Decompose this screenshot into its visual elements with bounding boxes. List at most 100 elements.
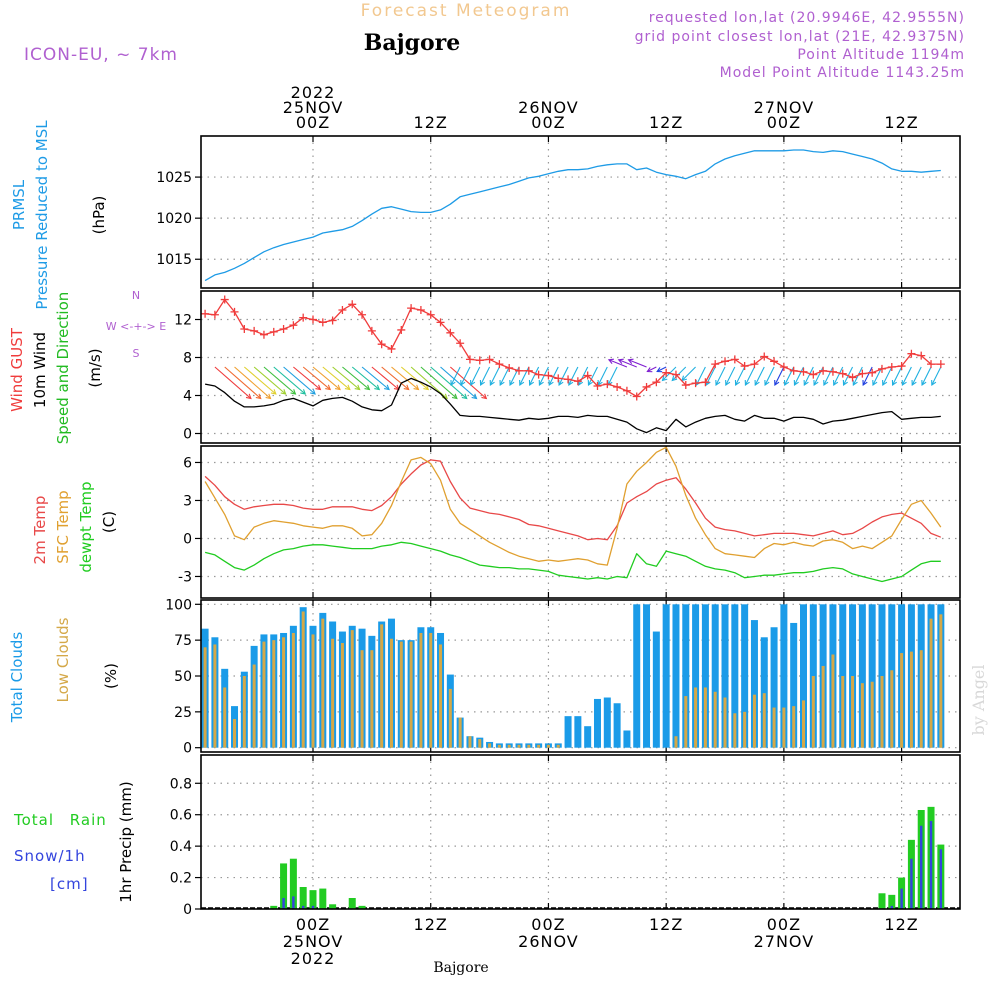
header-requested: requested lon,lat (20.9946E, 42.9555N): [649, 10, 965, 26]
wind-ytick-label: 4: [183, 389, 192, 405]
low-cloud-bar: [204, 647, 207, 747]
gust-marker: [829, 368, 837, 376]
total-cloud-bar: [565, 716, 572, 748]
gust-marker: [613, 383, 621, 391]
total-cloud-bar: [672, 604, 679, 747]
gust-marker: [387, 345, 395, 353]
time-axis-bottom: 00Z25NOV202212Z 00Z26NOV12Z 00Z27NOV12Z: [283, 915, 919, 968]
low-cloud-bar: [537, 745, 540, 748]
low-cloud-bar: [861, 683, 864, 748]
wind-arrow: [755, 367, 764, 385]
wind-gust-line: [205, 300, 941, 397]
gust-marker: [486, 355, 494, 363]
temp-sfc-label: SFC Temp: [54, 490, 72, 563]
clouds-ytick-label: 25: [174, 705, 192, 721]
wind-ytick-label: 12: [174, 313, 192, 329]
snow-bar: [900, 889, 902, 909]
compass-north: N: [132, 289, 140, 302]
snow-bar: [930, 821, 932, 909]
wind-direction-label: Speed and Direction: [54, 292, 72, 445]
low-cloud-bar: [910, 652, 913, 748]
snow-bar: [910, 859, 912, 909]
low-cloud-bar: [939, 614, 942, 747]
precip-frame: [201, 755, 960, 909]
wind-arrow: [736, 367, 745, 385]
clouds-ytick-label: 50: [174, 669, 192, 685]
wind-arrow: [225, 367, 261, 399]
low-cloud-bar: [272, 640, 275, 748]
low-cloud-bar: [370, 650, 373, 748]
gust-marker: [417, 306, 425, 314]
wind-labels: Wind GUST 10m Wind Speed and Direction (…: [8, 289, 166, 444]
low-cloud-bar: [361, 650, 364, 748]
time-label-bottom: 27NOV: [754, 932, 815, 951]
gust-marker: [211, 311, 219, 319]
precip-panel: 00.20.40.60.8: [170, 755, 960, 918]
wind-arrow: [863, 367, 872, 385]
time-label-bottom: 26NOV: [518, 932, 579, 951]
wind-arrow: [745, 367, 754, 385]
gust-marker: [701, 378, 709, 386]
low-cloud-bar: [478, 739, 481, 748]
total-cloud-bar: [574, 716, 581, 748]
low-cloud-bar: [547, 745, 550, 748]
low-cloud-bar: [704, 687, 707, 747]
wind-arrow: [471, 367, 480, 385]
low-cloud-bar: [508, 745, 511, 748]
low-cloud-bar: [920, 650, 923, 748]
header-title: Forecast Meteogram: [361, 1, 572, 21]
precip-axis-label: 1hr Precip (mm): [117, 781, 135, 902]
temp-2m-label: 2m Temp: [31, 496, 49, 565]
wind-arrow: [893, 367, 902, 385]
low-cloud-bar: [459, 718, 462, 748]
gust-marker: [711, 360, 719, 368]
wind-arrow: [411, 367, 447, 399]
total-cloud-bar: [604, 698, 611, 748]
gust-marker: [741, 362, 749, 370]
clouds-panel: 0255075100: [165, 597, 960, 756]
low-cloud-bar: [753, 695, 756, 748]
low-cloud-bar: [282, 637, 285, 747]
wind-arrow: [598, 367, 607, 385]
temp-dewpt-line: [205, 542, 941, 581]
header-model-altitude: Model Point Altitude 1143.25m: [720, 65, 965, 81]
low-cloud-bar: [684, 696, 687, 748]
time-axis-top: 202225NOV00Z 12Z26NOV00Z 12Z27NOV00Z 12Z: [283, 83, 919, 132]
time-label-bottom: 12Z: [414, 915, 448, 934]
total-cloud-bar: [663, 604, 670, 747]
low-cloud-bar: [802, 700, 805, 747]
wind-arrow: [765, 367, 774, 385]
wind-ytick-label: 8: [183, 351, 192, 367]
wind-arrow: [726, 367, 735, 385]
wind-frame: [201, 291, 960, 443]
low-cloud-bar: [890, 670, 893, 747]
wind-arrow: [902, 367, 911, 385]
wind-arrow: [912, 367, 921, 385]
low-cloud-bar: [851, 676, 854, 748]
gust-marker: [721, 357, 729, 365]
x-axis-label: Bajgore: [433, 960, 488, 976]
wind-ytick-label: 0: [183, 427, 192, 443]
low-cloud-bar: [439, 644, 442, 747]
low-cloud-bar: [302, 611, 305, 747]
low-cloud-bar: [292, 633, 295, 748]
wind-arrow: [559, 367, 568, 385]
low-cloud-bar: [429, 633, 432, 748]
clouds-ytick-label: 75: [174, 633, 192, 649]
gust-marker: [623, 387, 631, 395]
gust-marker: [250, 327, 258, 335]
gust-marker: [770, 357, 778, 365]
time-label-top: 00Z: [767, 113, 801, 132]
gust-marker: [495, 360, 503, 368]
temp-dewpt-label: dewpt Temp: [77, 481, 95, 572]
wind-arrow: [481, 367, 490, 385]
snow-unit-label: [cm]: [50, 875, 89, 893]
time-label-top: 12Z: [649, 113, 683, 132]
wind-arrow: [254, 367, 286, 394]
wind-unit: (m/s): [86, 348, 104, 387]
low-cloud-bar: [449, 689, 452, 748]
pressure-labels: PRMSL Pressure Reduced to MSL (hPa): [10, 120, 108, 310]
precip-ytick-label: 0.8: [170, 776, 192, 792]
low-cloud-bar: [871, 682, 874, 748]
total-cloud-bar: [594, 699, 601, 748]
